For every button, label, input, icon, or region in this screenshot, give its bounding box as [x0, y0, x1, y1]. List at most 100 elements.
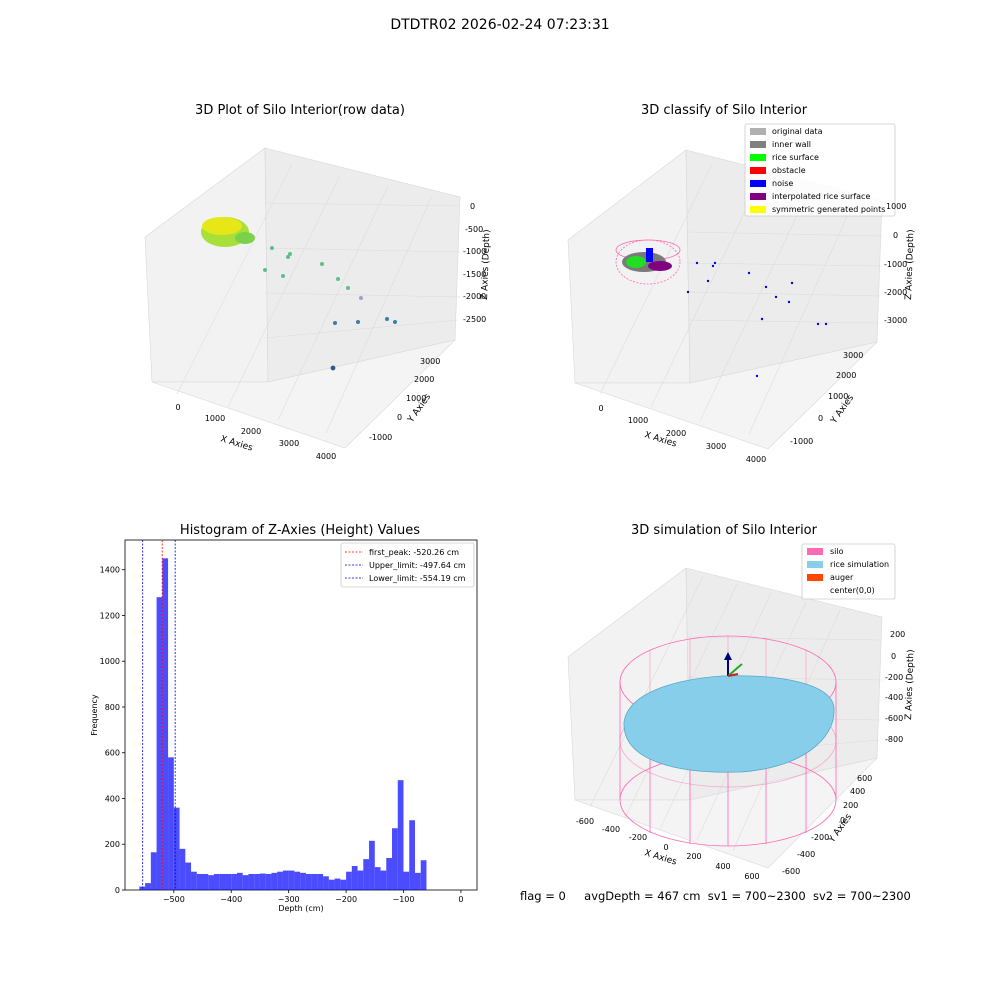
classify-x-tick: 1000: [628, 416, 648, 425]
histogram-axes: −500 −400 −300 −200 −100 0 0 200 400 600 800 1000 12…: [100, 566, 464, 904]
histogram-reference-lines: [142, 540, 176, 890]
classify-y-tick: 2000: [836, 371, 856, 380]
classify-z-tick: 0: [893, 231, 898, 240]
histogram-bar: [185, 862, 192, 890]
legend-swatch-original: [750, 128, 766, 135]
histogram-bar: [403, 871, 410, 890]
histogram-y-label: Frequency: [90, 694, 99, 736]
legend-swatch-rice-surface: [750, 154, 766, 161]
raw-x-tick: 0: [175, 403, 180, 412]
classify-z-tick: -1000: [884, 260, 907, 269]
sim-z-tick: 200: [890, 630, 905, 639]
histogram-bar: [236, 872, 243, 890]
sim-x-tick: -600: [576, 817, 594, 826]
histogram-bar: [248, 873, 255, 890]
sim-y-tick: 200: [843, 801, 858, 810]
histogram-bar: [397, 780, 404, 890]
histogram-bar: [300, 872, 306, 890]
histogram-bar: [288, 870, 295, 890]
histogram-bars: [139, 558, 427, 890]
figure-title: DTDTR02 2026-02-24 07:23:31: [390, 17, 610, 33]
legend-swatch-interpolated: [750, 193, 766, 200]
histogram-y-tick-label: 1400: [100, 566, 120, 575]
sim-y-tick: 600: [857, 774, 872, 783]
histogram-bar: [225, 873, 232, 890]
raw-y-tick: 2000: [414, 375, 434, 384]
histogram-bar: [328, 879, 335, 890]
histogram-bar: [386, 857, 393, 890]
histogram-bar: [191, 871, 197, 890]
histogram-bar: [254, 873, 260, 890]
sim-y-tick: -400: [797, 850, 815, 859]
histogram-bar: [351, 865, 358, 890]
histogram-bar: [334, 878, 341, 890]
avg-depth-text: avgDepth = 467 cm: [584, 889, 701, 903]
raw-grid: [176, 163, 461, 434]
histogram-bar: [305, 873, 312, 890]
histogram-x-tick-label: −500: [163, 895, 185, 904]
histogram-x-tick-label: −200: [335, 895, 357, 904]
histogram-bar: [271, 872, 278, 890]
legend-swatch-auger: [807, 574, 823, 581]
histogram-bar: [323, 876, 329, 890]
raw-z-tick: -1500: [463, 270, 486, 279]
raw-x-tick: 1000: [205, 414, 225, 423]
legend-label-obstacle: obstacle: [772, 166, 806, 175]
histogram-bar: [317, 873, 324, 890]
classify-legend: [744, 123, 896, 217]
sim-center-arrow-x: [727, 673, 739, 677]
histogram-bar: [374, 867, 381, 890]
sim-legend: [801, 543, 896, 600]
raw-plot-title: 3D Plot of Silo Interior(row data): [195, 103, 405, 118]
histogram-bar: [231, 873, 237, 890]
legend-label-interpolated: interpolated rice surface: [772, 192, 870, 201]
histogram-y-tick-label: 200: [105, 840, 120, 849]
classify-x-tick: 3000: [706, 442, 726, 451]
raw-floor-pane: [151, 339, 456, 449]
histogram-x-tick-label: −300: [278, 895, 300, 904]
histogram-y-tick-label: 600: [105, 749, 120, 758]
sim-z-tick: 0: [891, 652, 896, 661]
classify-grid: [599, 163, 883, 435]
sim-center-arrow-z-head: [724, 652, 732, 660]
classify-plot-title: 3D classify of Silo Interior: [640, 103, 808, 118]
histogram-y-tick-label: 1000: [100, 657, 120, 666]
raw-rice-cluster-tail: [235, 232, 255, 244]
histogram-y-tick-label: 1200: [100, 611, 120, 620]
histogram-title: Histogram of Z-Axies (Height) Values: [179, 523, 421, 538]
histogram-bar: [168, 757, 174, 890]
sim-y-tick: 0: [840, 816, 845, 825]
classify-interpolated-points: [648, 261, 672, 271]
classify-y-tick: 3000: [843, 351, 863, 360]
legend-label-inner-wall: inner wall: [772, 140, 811, 149]
raw-y-tick: -1000: [369, 433, 392, 442]
raw-z-tick: -2000: [463, 292, 486, 301]
histogram-bar: [145, 883, 151, 890]
classify-z-label: Z Axies (Depth): [904, 229, 916, 300]
classify-floor-pane: [574, 341, 878, 450]
legend-label-lower-limit: Lower_limit: -554.19 cm: [369, 574, 466, 583]
histogram-bar: [214, 873, 220, 890]
histogram-bar: [282, 870, 289, 890]
histogram-bar: [357, 870, 364, 890]
legend-swatch-symmetric: [750, 206, 766, 213]
sim-center-arrow-y: [727, 663, 743, 677]
sim-x-tick: 0: [663, 843, 668, 852]
histogram-bar: [294, 871, 301, 890]
classify-y-tick: 0: [818, 414, 823, 423]
sim-z-label: Z Axies (Depth): [904, 649, 916, 720]
histogram-bar: [179, 848, 186, 890]
classify-x-tick: 0: [598, 404, 603, 413]
legend-label-first-peak: first_peak: -520.26 cm: [369, 548, 459, 557]
simulation-plot-title: 3D simulation of Silo Interior: [631, 523, 817, 538]
histogram-bar: [219, 873, 226, 890]
flag-text: flag = 0: [520, 889, 566, 903]
histogram-bar: [311, 873, 318, 890]
raw-x-tick: 4000: [316, 452, 336, 461]
histogram-bar: [363, 859, 370, 890]
legend-label-symmetric: symmetric generated points: [772, 205, 885, 214]
raw-y-tick: 3000: [420, 357, 440, 366]
